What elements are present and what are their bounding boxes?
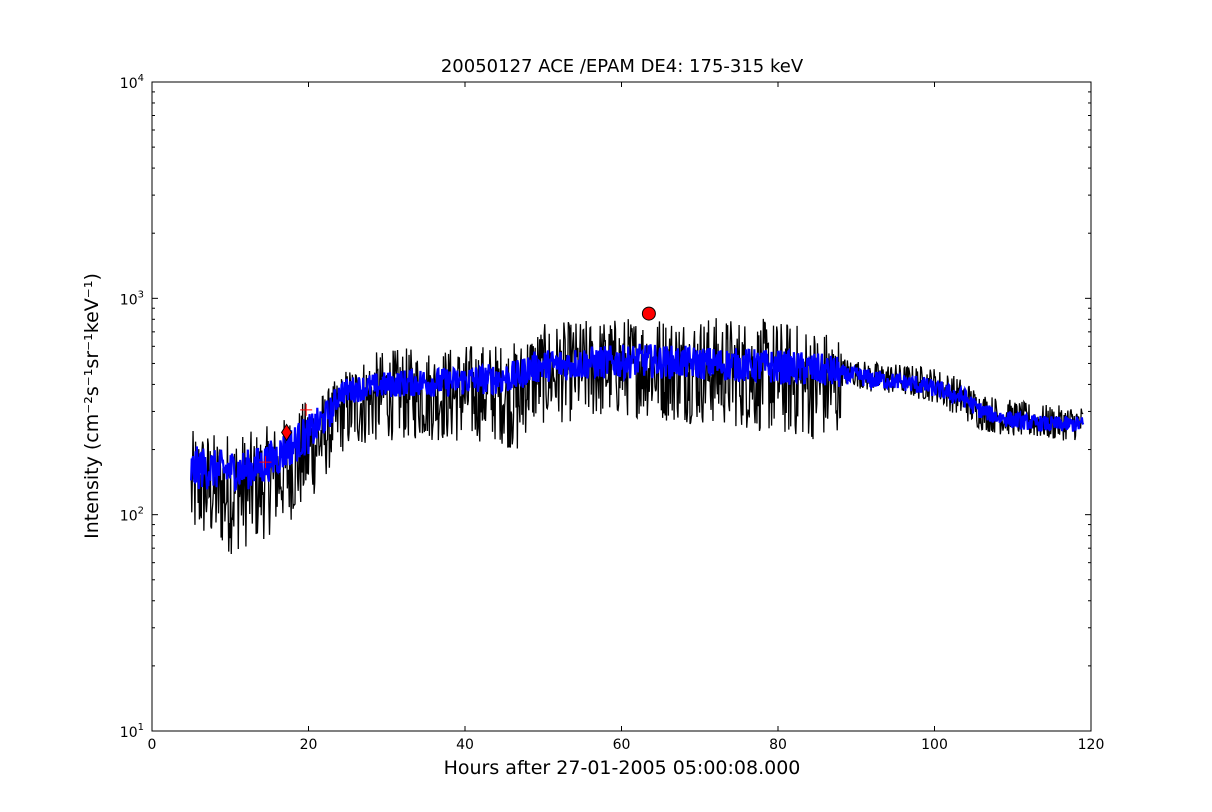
y-tick-label: 101 [120, 722, 144, 741]
marker-plus [259, 456, 272, 469]
marker-plus [300, 403, 313, 416]
y-axis: 101 102 103 104 [120, 73, 1091, 741]
x-tick-label: 0 [148, 737, 157, 753]
y-axis-label: Intensity (cm⁻²s⁻¹sr⁻¹keV⁻¹) [81, 273, 103, 539]
y-tick-label: 104 [120, 73, 144, 92]
x-axis: 0 20 40 60 80 100 120 [148, 82, 1105, 753]
x-axis-label: Hours after 27-01-2005 05:00:08.000 [443, 757, 801, 779]
series-line-black [190, 318, 1084, 554]
marker-circle [641, 306, 656, 321]
x-tick-label: 80 [769, 737, 787, 753]
y-tick-label: 103 [120, 289, 144, 308]
chart-title: 20050127 ACE /EPAM DE4: 175-315 keV [440, 56, 804, 77]
series-line-blue [190, 343, 1085, 493]
x-tick-label: 120 [1078, 737, 1105, 753]
y-tick-label: 102 [120, 506, 144, 525]
x-tick-label: 40 [456, 737, 474, 753]
marker-diamond [281, 423, 293, 442]
x-tick-label: 60 [613, 737, 631, 753]
data-series-group [190, 318, 1085, 554]
event-markers [259, 306, 656, 469]
x-tick-label: 20 [300, 737, 318, 753]
x-tick-label: 100 [921, 737, 948, 753]
